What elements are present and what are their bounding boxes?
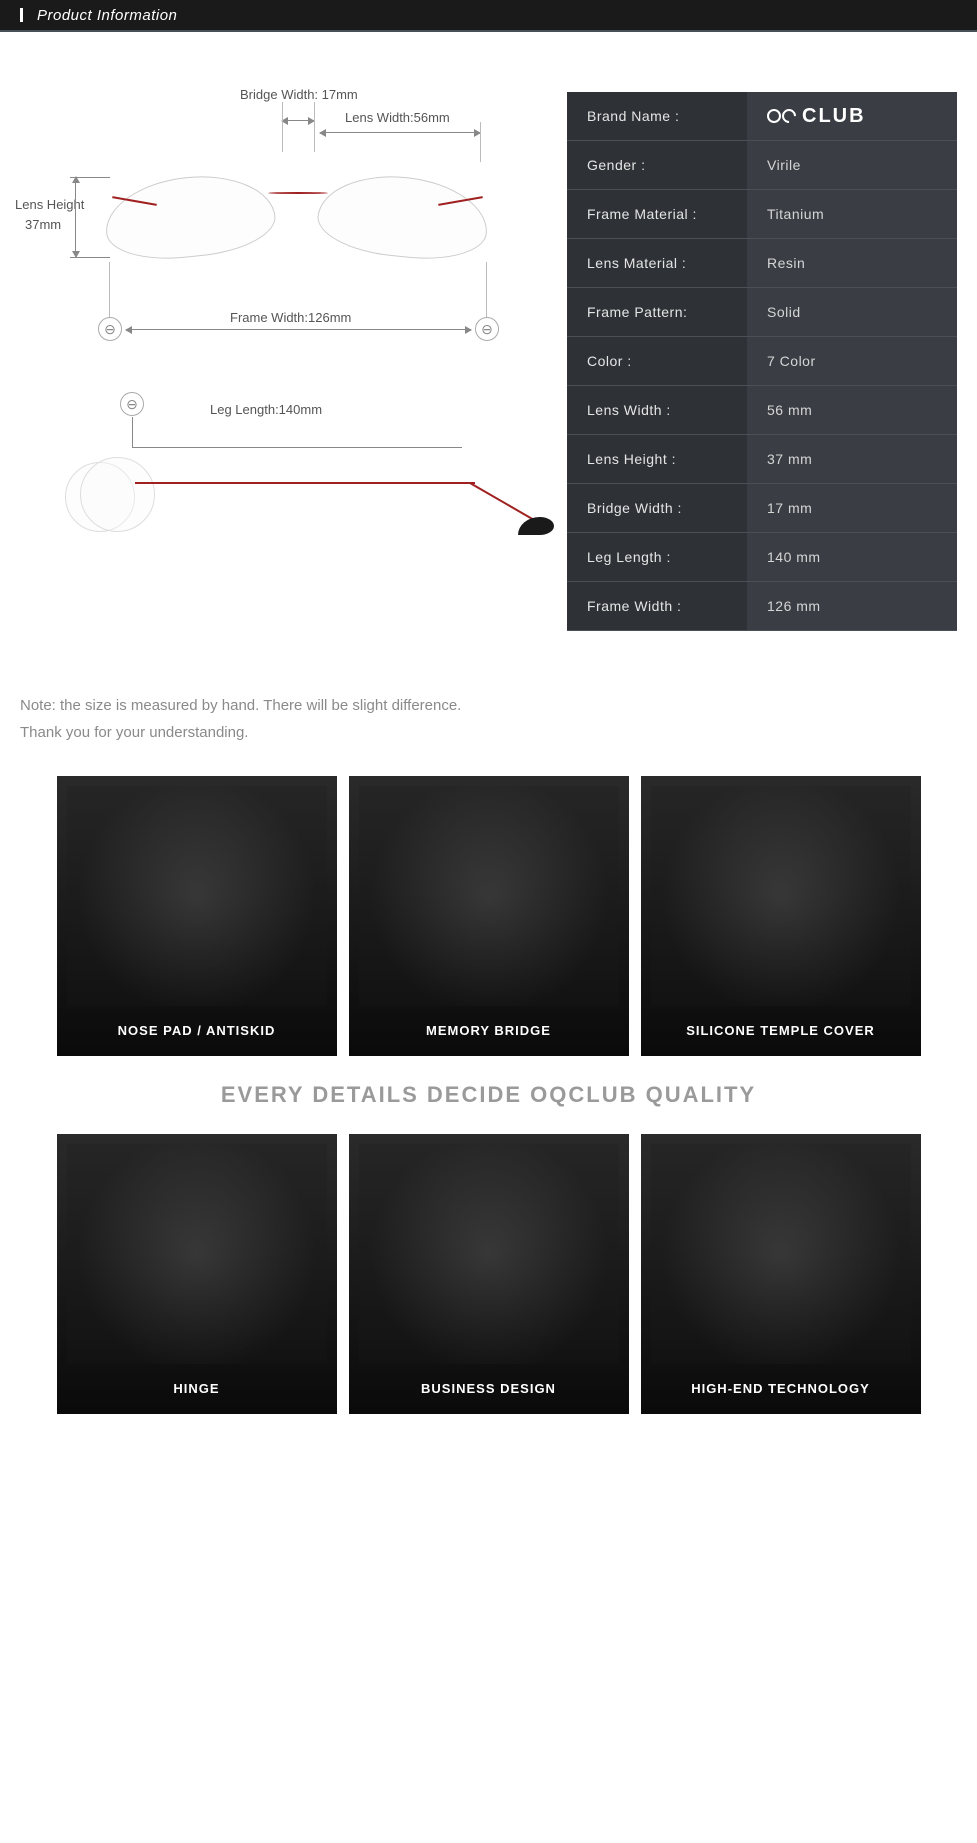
spec-label: Frame Width : [567, 582, 747, 630]
spec-row: Lens Width :56 mm [567, 386, 957, 435]
detail-card-tech: HIGH-END TECHNOLOGY [641, 1134, 921, 1414]
detail-label: MEMORY BRIDGE [426, 1023, 551, 1038]
detail-card-business: BUSINESS DESIGN [349, 1134, 629, 1414]
top-section: Bridge Width: 17mm Lens Width:56mm Lens … [0, 92, 977, 632]
spec-value: Solid [747, 288, 957, 336]
right-lens [314, 168, 491, 265]
guide-line [132, 417, 133, 447]
specs-table: Brand Name : CLUB Gender :Virile Frame M… [567, 92, 957, 632]
spec-label: Frame Pattern: [567, 288, 747, 336]
detail-label: SILICONE TEMPLE COVER [686, 1023, 875, 1038]
spec-row: Frame Width :126 mm [567, 582, 957, 631]
spec-row: Lens Height :37 mm [567, 435, 957, 484]
spec-label: Gender : [567, 141, 747, 189]
spec-value: 7 Color [747, 337, 957, 385]
spec-row: Bridge Width :17 mm [567, 484, 957, 533]
side-temple [135, 482, 475, 484]
detail-card-temple: SILICONE TEMPLE COVER [641, 776, 921, 1056]
lens-width-label: Lens Width:56mm [345, 110, 450, 125]
lens-height-value: 37mm [25, 217, 61, 232]
side-temple-curve [470, 482, 540, 524]
measurement-note: Note: the size is measured by hand. Ther… [0, 632, 977, 776]
note-line1: Note: the size is measured by hand. Ther… [20, 692, 957, 719]
frame-width-label: Frame Width:126mm [230, 310, 351, 325]
guide-line [480, 122, 481, 162]
spec-row: Leg Length :140 mm [567, 533, 957, 582]
spec-label: Lens Width : [567, 386, 747, 434]
dimensions-diagram: Bridge Width: 17mm Lens Width:56mm Lens … [20, 92, 547, 632]
spec-row: Frame Pattern:Solid [567, 288, 957, 337]
leg-length-label: Leg Length:140mm [210, 402, 322, 417]
spec-value: Resin [747, 239, 957, 287]
spec-value: 17 mm [747, 484, 957, 532]
brand-text: CLUB [802, 105, 866, 128]
left-lens [101, 168, 278, 265]
detail-row-bottom: HINGE BUSINESS DESIGN HIGH-END TECHNOLOG… [0, 1134, 977, 1414]
spec-label: Color : [567, 337, 747, 385]
spec-value: 140 mm [747, 533, 957, 581]
spec-value: 56 mm [747, 386, 957, 434]
bridge [268, 192, 328, 194]
detail-label: NOSE PAD / ANTISKID [118, 1023, 276, 1038]
screw-icon [98, 317, 122, 341]
screw-icon [120, 392, 144, 416]
spec-label: Lens Height : [567, 435, 747, 483]
detail-card-hinge: HINGE [57, 1134, 337, 1414]
guide-line [70, 177, 110, 178]
spec-value: 37 mm [747, 435, 957, 483]
detail-label: HIGH-END TECHNOLOGY [691, 1381, 870, 1396]
temple-tip [518, 517, 554, 535]
guide-line [109, 262, 110, 317]
quality-banner: EVERY DETAILS DECIDE OQCLUB QUALITY [0, 1056, 977, 1134]
spec-label: Leg Length : [567, 533, 747, 581]
guide-line [486, 262, 487, 317]
spec-row-brand: Brand Name : CLUB [567, 92, 957, 141]
detail-label: BUSINESS DESIGN [421, 1381, 556, 1396]
spec-label: Frame Material : [567, 190, 747, 238]
spec-label: Lens Material : [567, 239, 747, 287]
guide-line [70, 257, 110, 258]
guide-line [282, 102, 283, 152]
bridge-width-label: Bridge Width: 17mm [240, 87, 358, 102]
lens-height-label: Lens Height [15, 197, 84, 212]
lens-width-line [320, 132, 480, 133]
lens-height-line [75, 177, 76, 257]
spec-value-brand: CLUB [747, 92, 957, 140]
spec-label: Bridge Width : [567, 484, 747, 532]
spec-value: Titanium [747, 190, 957, 238]
header-accent [20, 8, 23, 22]
detail-label: HINGE [173, 1381, 219, 1396]
frame-width-line [126, 329, 471, 330]
screw-icon [475, 317, 499, 341]
spec-row: Gender :Virile [567, 141, 957, 190]
guide-line [314, 102, 315, 152]
detail-card-bridge: MEMORY BRIDGE [349, 776, 629, 1056]
spec-row: Color :7 Color [567, 337, 957, 386]
spec-row: Frame Material :Titanium [567, 190, 957, 239]
section-header: Product Information [0, 0, 977, 32]
spec-value: Virile [747, 141, 957, 189]
header-title: Product Information [37, 7, 177, 24]
spec-value: 126 mm [747, 582, 957, 630]
spec-label: Brand Name : [567, 92, 747, 140]
side-lens-back [80, 457, 155, 532]
note-line2: Thank you for your understanding. [20, 719, 957, 746]
detail-row-top: NOSE PAD / ANTISKID MEMORY BRIDGE SILICO… [0, 776, 977, 1056]
spec-row: Lens Material :Resin [567, 239, 957, 288]
leg-length-line [132, 447, 462, 448]
bridge-width-line [282, 120, 314, 121]
detail-card-nosepad: NOSE PAD / ANTISKID [57, 776, 337, 1056]
brand-logo-icon [767, 109, 796, 123]
